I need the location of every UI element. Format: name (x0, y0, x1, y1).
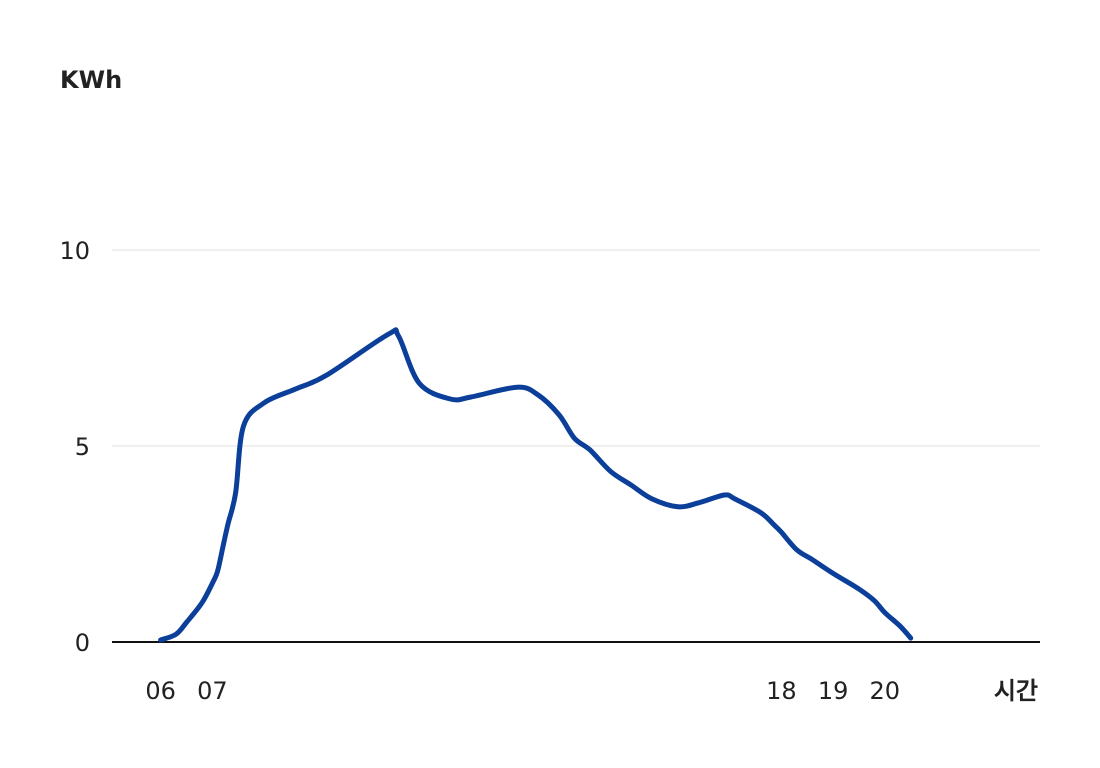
x-tick-label: 19 (818, 677, 849, 705)
x-axis-title: 시간 (994, 677, 1038, 705)
x-tick-label: 20 (870, 677, 901, 705)
grid-lines (112, 249, 1040, 447)
series-layer (158, 327, 914, 643)
series-line (158, 327, 914, 643)
x-tick-label: 07 (197, 677, 228, 705)
y-tick-labels: 0 5 10 (59, 237, 90, 657)
y-axis-title: KWh (60, 66, 122, 94)
x-tick-label: 06 (145, 677, 176, 705)
y-tick-label: 10 (59, 237, 90, 265)
y-tick-label: 5 (75, 433, 90, 461)
y-tick-label: 0 (75, 629, 90, 657)
x-tick-label: 18 (766, 677, 797, 705)
x-tick-labels: 06 07 18 19 20 (145, 677, 900, 705)
